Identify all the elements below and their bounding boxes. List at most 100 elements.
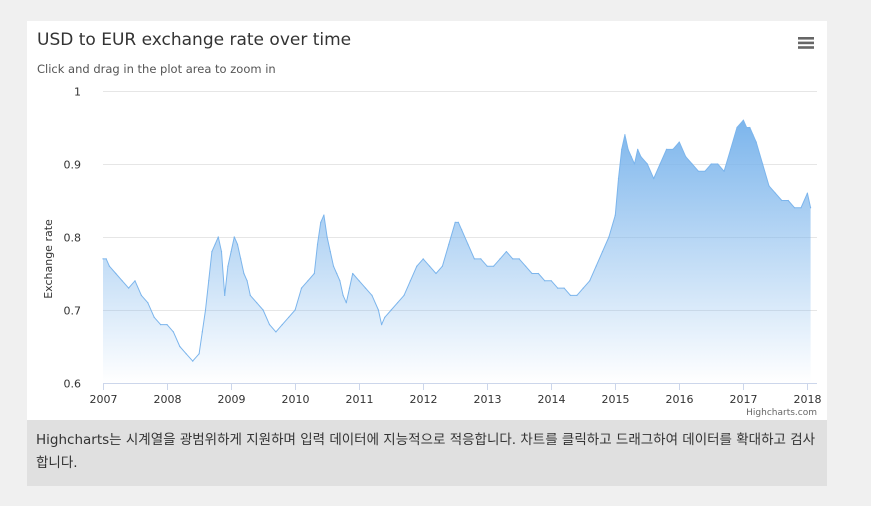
- data-point[interactable]: [160, 324, 162, 326]
- data-point[interactable]: [236, 243, 239, 245]
- data-point[interactable]: [403, 294, 405, 296]
- data-point[interactable]: [710, 163, 712, 165]
- data-point[interactable]: [794, 207, 796, 209]
- data-point[interactable]: [774, 192, 777, 194]
- data-point[interactable]: [179, 345, 181, 348]
- data-point[interactable]: [429, 265, 431, 267]
- data-point[interactable]: [134, 280, 136, 282]
- data-point[interactable]: [486, 265, 488, 267]
- data-point[interactable]: [653, 178, 655, 180]
- data-point[interactable]: [128, 287, 130, 289]
- data-point[interactable]: [208, 280, 210, 282]
- credits[interactable]: Highcharts.com: [746, 408, 817, 418]
- data-point[interactable]: [240, 258, 242, 260]
- data-point[interactable]: [192, 360, 194, 362]
- data-point[interactable]: [717, 163, 719, 165]
- data-point[interactable]: [230, 251, 232, 253]
- data-point[interactable]: [787, 199, 789, 202]
- data-point[interactable]: [531, 272, 533, 275]
- data-point[interactable]: [185, 353, 187, 355]
- data-point[interactable]: [201, 331, 203, 333]
- data-point[interactable]: [204, 309, 207, 311]
- data-point[interactable]: [806, 192, 809, 194]
- data-point[interactable]: [525, 265, 527, 267]
- data-point[interactable]: [153, 316, 155, 318]
- data-point[interactable]: [268, 324, 271, 326]
- data-point[interactable]: [198, 353, 200, 355]
- data-point[interactable]: [544, 280, 546, 282]
- data-point[interactable]: [601, 251, 604, 253]
- data-point[interactable]: [115, 272, 117, 275]
- data-point[interactable]: [755, 141, 757, 143]
- data-point[interactable]: [227, 265, 229, 267]
- data-point[interactable]: [352, 272, 354, 275]
- data-point[interactable]: [339, 280, 341, 282]
- data-point[interactable]: [345, 302, 347, 304]
- series-group[interactable]: [102, 119, 812, 383]
- data-point[interactable]: [108, 265, 110, 267]
- data-point[interactable]: [800, 207, 802, 209]
- data-point[interactable]: [457, 221, 459, 223]
- data-point[interactable]: [262, 309, 264, 311]
- data-point[interactable]: [422, 258, 424, 260]
- data-point[interactable]: [275, 331, 277, 333]
- data-point[interactable]: [624, 134, 626, 136]
- data-point[interactable]: [730, 148, 732, 150]
- data-point[interactable]: [348, 287, 351, 289]
- data-point[interactable]: [473, 258, 475, 260]
- data-point[interactable]: [467, 243, 469, 245]
- data-point[interactable]: [810, 207, 812, 209]
- data-point[interactable]: [214, 243, 216, 245]
- data-point[interactable]: [736, 126, 738, 129]
- data-point[interactable]: [246, 280, 248, 282]
- data-point[interactable]: [233, 236, 235, 238]
- data-point[interactable]: [454, 221, 456, 223]
- data-point[interactable]: [384, 316, 386, 318]
- data-point[interactable]: [288, 316, 290, 318]
- data-point[interactable]: [390, 309, 392, 311]
- data-point[interactable]: [140, 294, 142, 296]
- data-point[interactable]: [563, 287, 565, 289]
- data-point[interactable]: [627, 148, 629, 150]
- data-point[interactable]: [377, 309, 379, 311]
- data-point[interactable]: [646, 163, 648, 165]
- data-point[interactable]: [576, 294, 578, 296]
- data-point[interactable]: [742, 119, 745, 121]
- data-point[interactable]: [300, 287, 303, 289]
- data-point[interactable]: [557, 287, 559, 289]
- data-point[interactable]: [313, 272, 315, 275]
- data-point[interactable]: [409, 280, 411, 282]
- data-point[interactable]: [621, 148, 623, 150]
- data-point[interactable]: [480, 258, 482, 260]
- data-point[interactable]: [105, 258, 107, 260]
- data-point[interactable]: [316, 243, 319, 245]
- data-point[interactable]: [147, 302, 149, 304]
- data-point[interactable]: [595, 265, 597, 267]
- data-point[interactable]: [448, 243, 450, 245]
- data-point[interactable]: [371, 294, 373, 296]
- data-point[interactable]: [630, 156, 632, 158]
- data-point[interactable]: [281, 324, 283, 326]
- data-point[interactable]: [461, 229, 463, 231]
- data-point[interactable]: [320, 221, 322, 223]
- data-point[interactable]: [723, 170, 725, 172]
- data-point[interactable]: [381, 324, 383, 326]
- data-point[interactable]: [749, 126, 751, 129]
- data-point[interactable]: [294, 309, 296, 311]
- data-point[interactable]: [326, 236, 328, 238]
- data-point[interactable]: [550, 280, 552, 282]
- data-point[interactable]: [512, 258, 514, 260]
- data-point[interactable]: [336, 272, 338, 275]
- data-point[interactable]: [569, 294, 572, 296]
- data-point[interactable]: [416, 265, 418, 267]
- data-point[interactable]: [342, 294, 344, 296]
- data-point[interactable]: [121, 280, 123, 282]
- data-point[interactable]: [659, 163, 661, 165]
- data-point[interactable]: [211, 251, 213, 253]
- data-point[interactable]: [608, 236, 610, 238]
- data-point[interactable]: [435, 272, 437, 275]
- data-point[interactable]: [102, 258, 104, 260]
- data-point[interactable]: [323, 214, 325, 216]
- data-point[interactable]: [307, 280, 309, 282]
- data-point[interactable]: [332, 265, 335, 267]
